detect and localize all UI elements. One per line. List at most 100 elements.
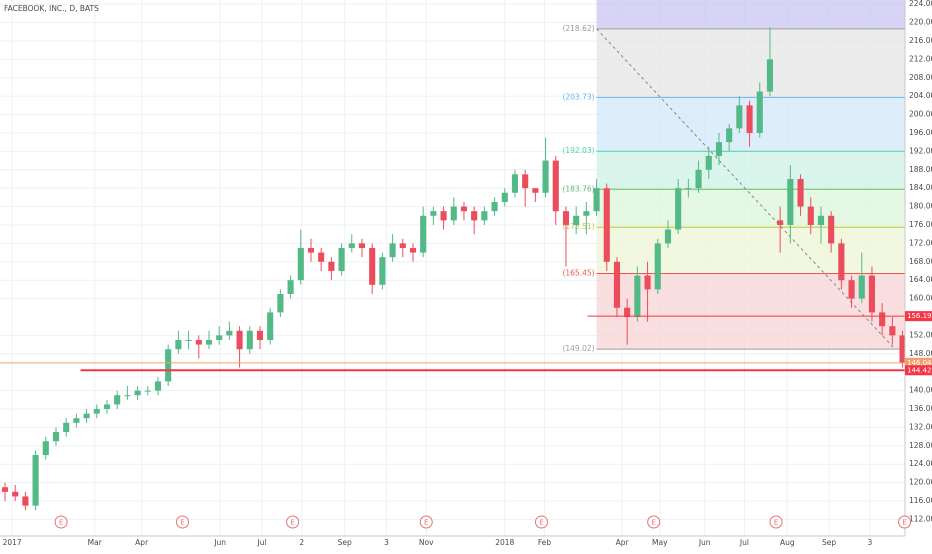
axis-layer: 112.00 116.00 120.00 124.00 128.00 132.00 136.… [3,0,932,547]
candle-body [32,455,39,506]
y-tick-label: 204.00 [909,91,932,100]
candle-body [358,243,366,248]
candle-body [369,247,376,285]
y-tick-label: 188.00 [909,165,932,174]
y-tick-label: 176.00 [909,220,932,229]
candle-body [185,340,192,342]
y-tick-label: 212.00 [909,54,932,63]
chart-title: FACEBOOK, INC., D, BATS [4,4,99,13]
earnings-label: E [651,519,655,527]
candle-body [440,211,447,221]
candle-body [205,340,213,345]
candle-body [562,211,570,225]
price-axis-bg [905,0,932,550]
y-tick-label: 140.00 [909,386,932,395]
earnings-marker [286,515,300,529]
y-tick-label: 196.00 [909,128,932,137]
candle-body [216,335,223,341]
main-layer: (218.62) (203.73) (192.03) (183.76) (175.51)… [0,24,906,511]
candle-body [583,211,590,216]
x-tick-label: 2 [299,538,304,547]
candle-body [654,243,661,290]
fib-level-label: (149.02) [562,344,594,353]
price-label-box [905,311,932,322]
price-label: 156.19 [907,312,932,320]
candle-body [42,441,49,456]
candle-body [399,243,406,248]
candle-body [532,188,539,193]
candle-body [114,395,121,405]
candle-body [481,211,488,221]
candle-body [420,215,427,253]
candle-body [542,160,549,193]
candle-body [889,326,896,336]
fib-band [596,227,905,274]
candle-body [246,330,253,350]
candle-body [236,330,243,350]
candle-body [797,178,804,207]
y-tick-label: 124.00 [909,459,932,468]
candle-body [277,293,284,313]
earnings-label: E [290,519,294,527]
candle-body [226,330,233,336]
earnings-marker [534,515,548,529]
y-tick-label: 132.00 [909,422,932,431]
x-tick-label: Jun [213,538,226,547]
candle-body [746,105,753,133]
x-tick-label: Jun [698,538,711,547]
earnings-label: E [539,519,543,527]
earnings-label: E [59,519,63,527]
candle-body [838,243,845,281]
y-tick-label: 168.00 [909,257,932,266]
y-tick-label: 164.00 [909,275,932,284]
candle-body [267,312,274,341]
candle-body [154,381,162,391]
candle-body [471,211,478,221]
candle-body [491,201,498,212]
y-tick-label: 180.00 [909,202,932,211]
earnings-marker [769,515,783,529]
price-label-box [905,365,932,376]
candle-body [460,206,468,212]
y-tick-label: 128.00 [909,441,932,450]
candle-body [603,188,610,262]
candle-body [695,169,702,189]
y-tick-label: 192.00 [909,146,932,155]
fib-trend-line [596,28,896,350]
candle-body [777,220,784,225]
earnings-marker [647,515,661,529]
candle-body [899,335,906,363]
x-tick-label: Jul [256,538,266,547]
candle-body [817,215,825,225]
candle-body [868,275,876,313]
candle-body [175,340,182,350]
candle-body [83,413,90,419]
x-tick-label: Aug [780,538,795,547]
candle-body [787,178,794,225]
earnings-label: E [424,519,428,527]
candle-body [613,261,621,308]
candle-body [573,215,580,225]
candle-body [318,252,325,262]
earnings-marker [175,515,189,529]
candle-body [124,395,131,397]
y-tick-label: 216.00 [909,36,932,45]
x-tick-label: Feb [538,538,552,547]
x-tick-label: Nov [419,538,434,547]
earnings-marker [54,515,68,529]
candle-body [1,487,9,492]
candle-body [12,491,19,497]
candle-body [22,496,29,506]
candle-body [879,312,886,327]
price-label: 144.42 [907,366,932,374]
candle-body [726,128,733,143]
x-tick-label: Sep [338,538,352,547]
candle-body [297,247,304,281]
candle-body [624,307,631,317]
candle-body [715,142,723,156]
candle-body [430,211,437,216]
candle-body [766,59,774,92]
y-tick-label: 152.00 [909,330,932,339]
y-tick-label: 116.00 [909,496,932,505]
